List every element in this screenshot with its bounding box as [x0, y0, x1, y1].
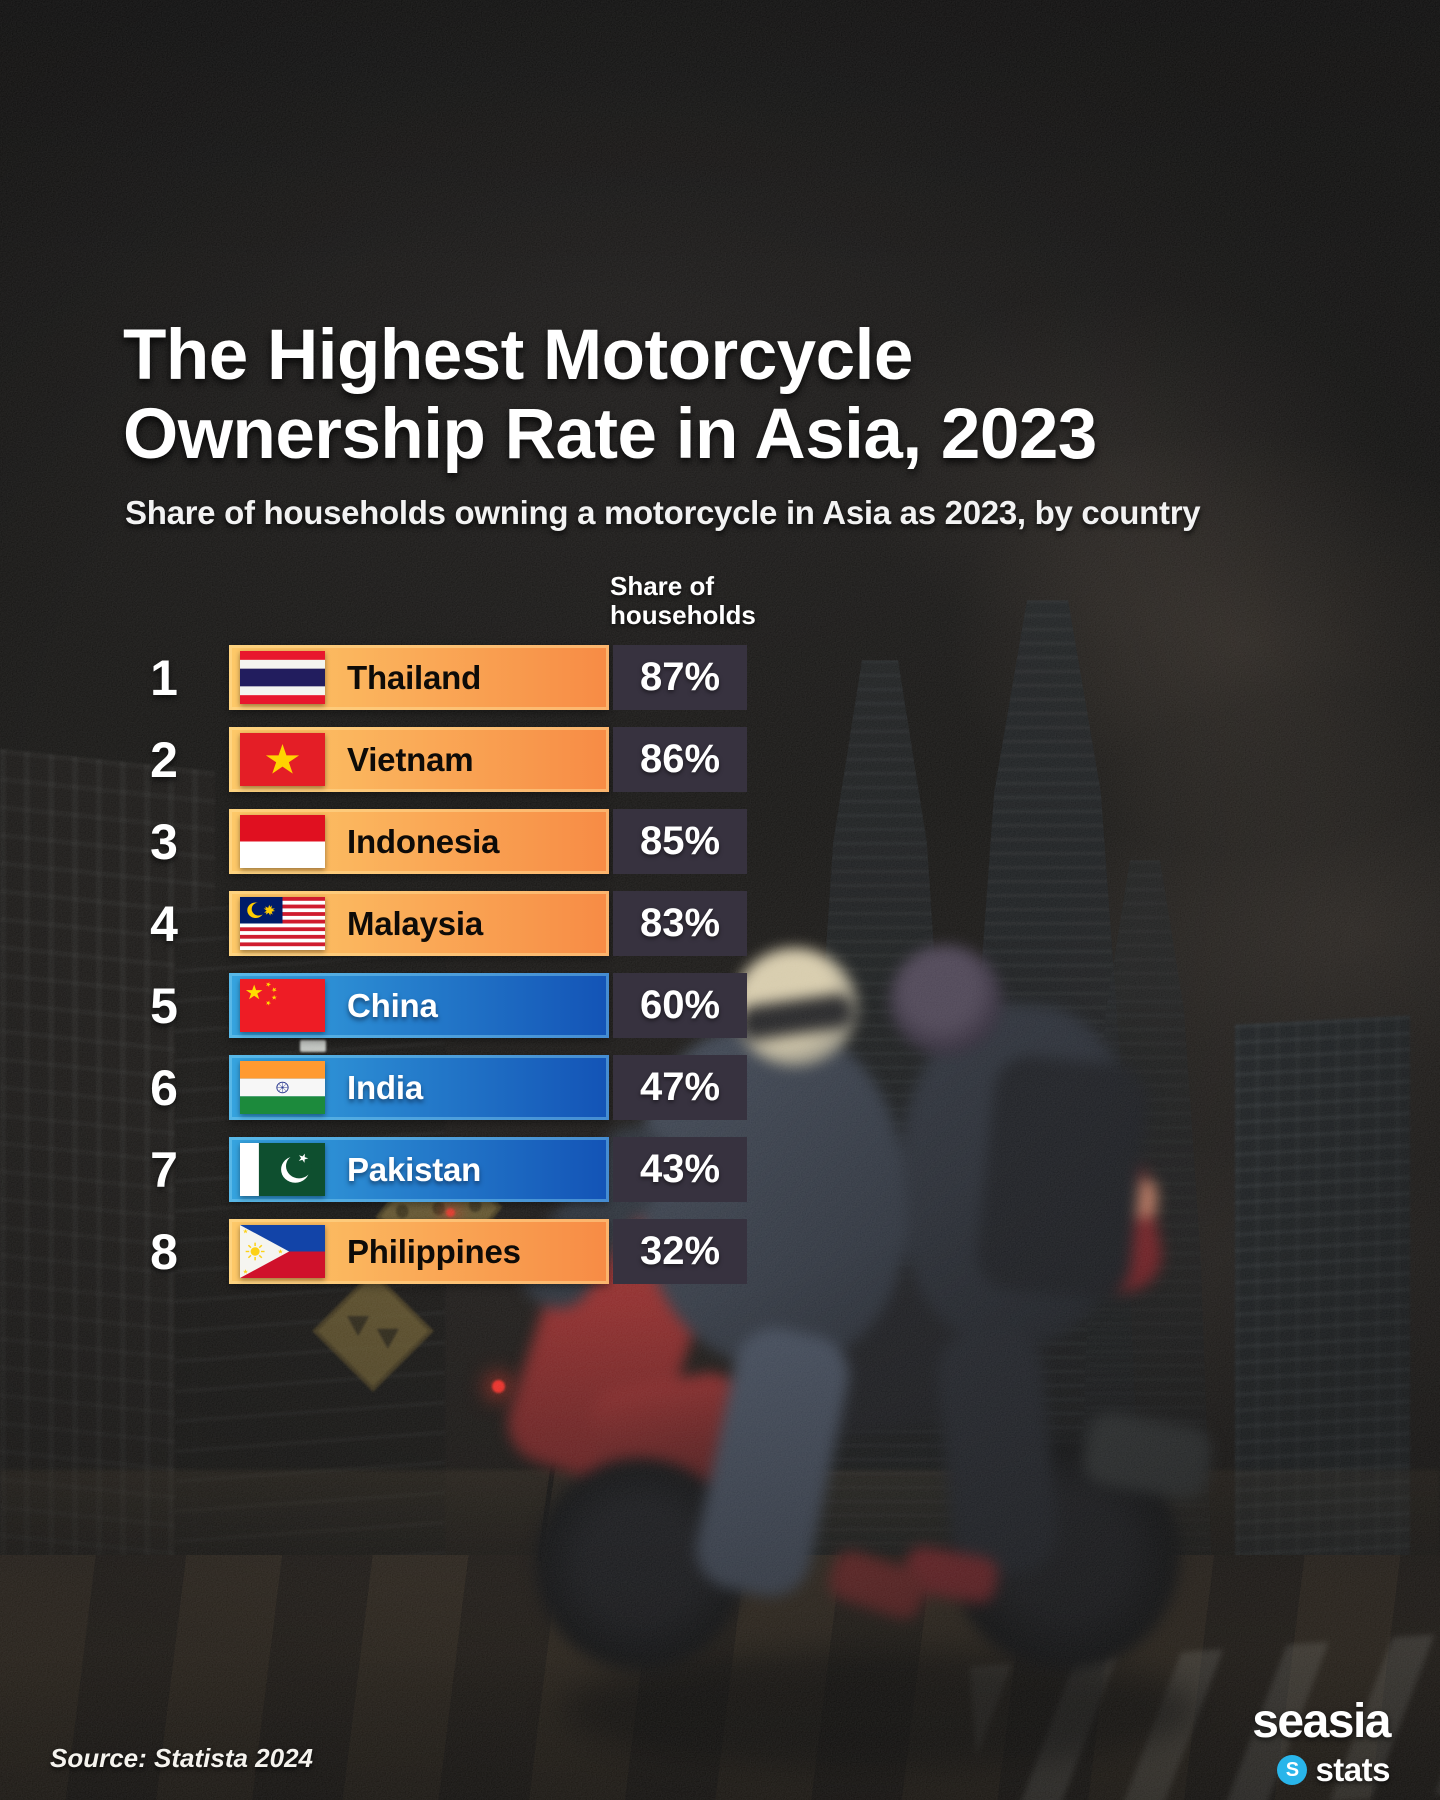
rank-number: 7 [150, 1141, 178, 1198]
country-label: Indonesia [347, 822, 500, 860]
seasia-s-badge-icon: S [1277, 1755, 1308, 1785]
country-bar: Vietnam [229, 727, 609, 792]
country-bar: China [229, 973, 609, 1038]
brand-name: seasia [1252, 1695, 1391, 1748]
country-bar: Pakistan [229, 1137, 609, 1202]
pakistan-flag-icon [240, 1143, 325, 1196]
ranking-row-china: 5 China 60% [0, 973, 1440, 1038]
ranking-row-india: 6 India 47% [0, 1055, 1440, 1120]
value-badge: 43% [613, 1137, 747, 1202]
indonesia-flag-icon [240, 815, 325, 868]
rank-number: 3 [150, 813, 178, 870]
country-bar: Malaysia [229, 891, 609, 956]
source-credit: Source: Statista 2024 [50, 1743, 314, 1773]
philippines-flag-icon [240, 1225, 325, 1278]
value-badge: 86% [613, 727, 747, 792]
country-label: China [347, 986, 438, 1024]
rank-number: 1 [150, 649, 178, 706]
value-badge: 87% [613, 645, 747, 710]
rank-number: 6 [150, 1059, 178, 1116]
page-subtitle: Share of households owning a motorcycle … [125, 494, 1201, 531]
ranking-row-pakistan: 7 Pakistan 43% [0, 1137, 1440, 1202]
value-badge: 32% [613, 1219, 747, 1284]
malaysia-flag-icon [240, 897, 325, 950]
country-label: Vietnam [347, 740, 474, 778]
china-flag-icon [240, 979, 325, 1032]
ranking-row-thailand: 1 Thailand 87% [0, 645, 1440, 710]
vietnam-flag-icon [240, 733, 325, 786]
value-badge: 83% [613, 891, 747, 956]
rank-number: 2 [150, 731, 178, 788]
brand-sub-label: stats [1315, 1751, 1390, 1788]
value-badge: 47% [613, 1055, 747, 1120]
ranking-row-philippines: 8 Philippines 32% [0, 1219, 1440, 1284]
thailand-flag-icon [240, 651, 325, 704]
title-line-1: The Highest Motorcycle [123, 315, 913, 395]
rank-number: 8 [150, 1223, 178, 1280]
country-bar: Indonesia [229, 809, 609, 874]
rank-number: 5 [150, 977, 178, 1034]
country-bar: India [229, 1055, 609, 1120]
column-header-share-of-households: Share of households [610, 571, 756, 630]
country-label: India [347, 1068, 424, 1106]
value-badge: 85% [613, 809, 747, 874]
page-title: The Highest Motorcycle Ownership Rate in … [123, 316, 1097, 474]
value-badge: 60% [613, 973, 747, 1038]
brand-logo: seasia S stats [1252, 1695, 1391, 1789]
ranking-row-vietnam: 2 Vietnam 86% [0, 727, 1440, 792]
rank-number: 4 [150, 895, 178, 952]
title-line-2: Ownership Rate in Asia, 2023 [123, 394, 1097, 474]
india-flag-icon [240, 1061, 325, 1114]
ranking-row-indonesia: 3 Indonesia 85% [0, 809, 1440, 874]
country-label: Malaysia [347, 904, 483, 942]
country-label: Philippines [347, 1232, 521, 1270]
country-label: Thailand [347, 658, 482, 696]
ranking-row-malaysia: 4 Malaysia 83% [0, 891, 1440, 956]
country-label: Pakistan [347, 1150, 482, 1188]
country-bar: Thailand [229, 645, 609, 710]
country-bar: Philippines [229, 1219, 609, 1284]
